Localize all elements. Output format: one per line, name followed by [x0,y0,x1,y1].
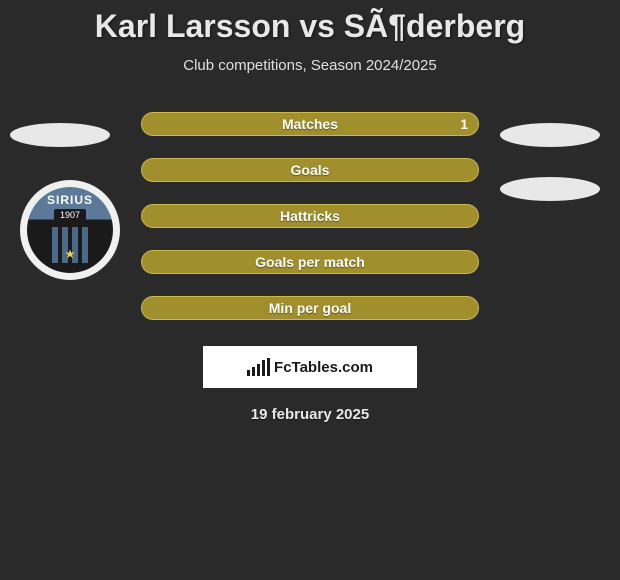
page-title: Karl Larsson vs SÃ¶derberg [0,0,620,45]
stat-label: Min per goal [269,300,351,316]
date-label: 19 february 2025 [0,406,620,423]
stat-label: Goals [291,162,330,178]
stat-label: Hattricks [280,208,340,224]
chart-icon [247,358,270,376]
stat-value-right: 1 [460,116,468,132]
stat-bar-gpm: Goals per match [141,250,479,274]
team-badge: SIRIUS 1907 ★ [20,180,120,280]
badge-team-name: SIRIUS [47,193,93,207]
player-oval-left-1 [10,123,110,147]
badge-star-icon: ★ [65,247,76,261]
stat-label: Matches [282,116,338,132]
player-oval-right-2 [500,177,600,201]
player-oval-right-1 [500,123,600,147]
fctables-logo[interactable]: FcTables.com [203,346,417,388]
stat-bar-mpg: Min per goal [141,296,479,320]
stat-label: Goals per match [255,254,365,270]
stat-bar-goals: Goals [141,158,479,182]
subtitle: Club competitions, Season 2024/2025 [0,57,620,74]
logo-text: FcTables.com [274,359,373,376]
stat-bar-hattricks: Hattricks [141,204,479,228]
badge-year: 1907 [54,209,86,221]
stat-bar-matches: Matches 1 [141,112,479,136]
